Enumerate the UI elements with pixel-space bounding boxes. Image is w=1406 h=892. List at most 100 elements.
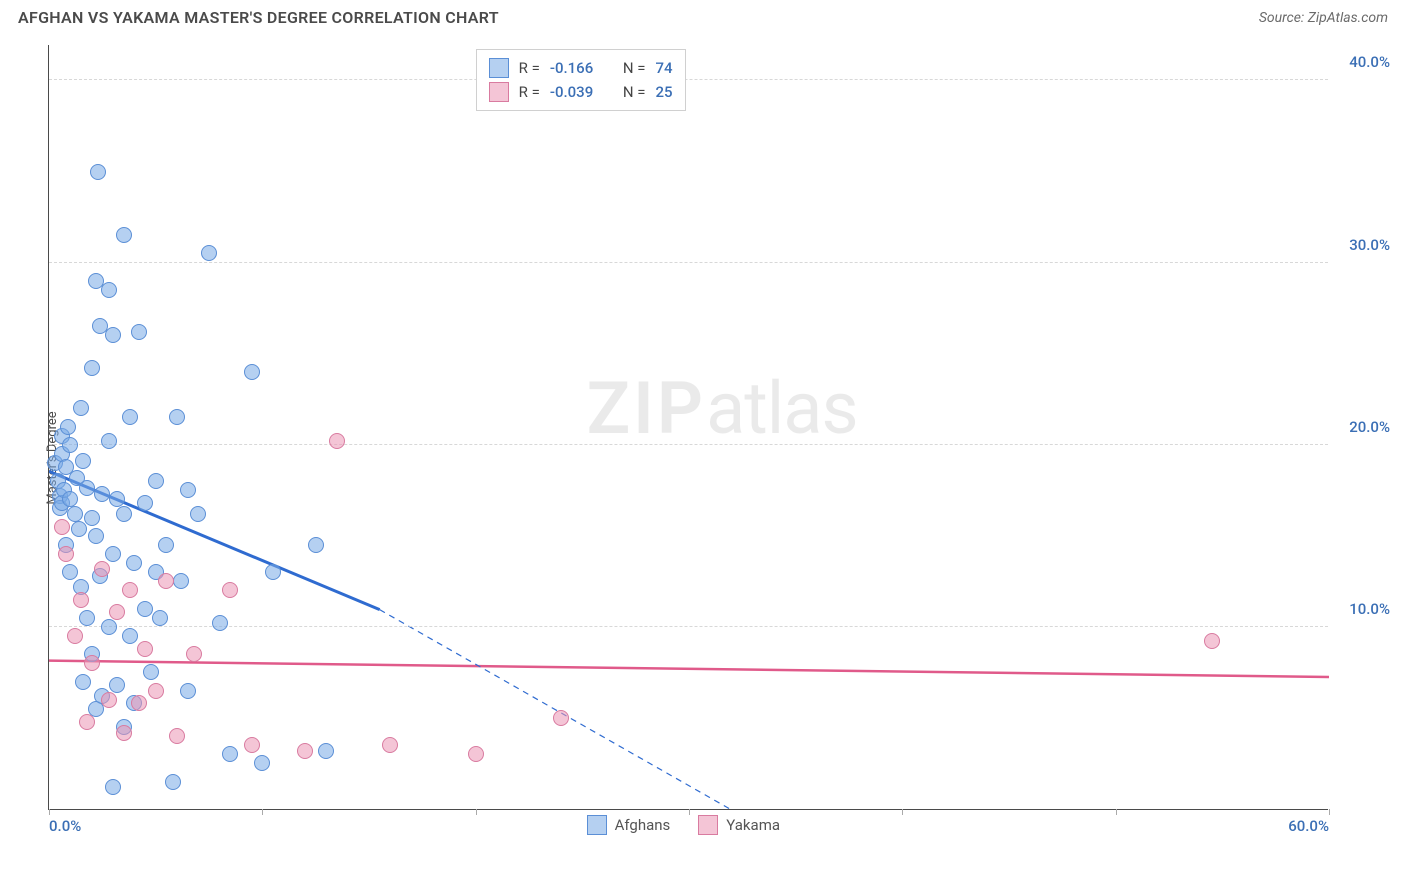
chart-header: AFGHAN VS YAKAMA MASTER'S DEGREE CORRELA… (0, 0, 1406, 33)
gridline (49, 444, 1328, 445)
x-tick-label: 0.0% (49, 817, 81, 835)
y-tick-label: 30.0% (1349, 236, 1390, 254)
data-point (190, 506, 206, 522)
chart-area: Master's Degree 10.0%20.0%30.0%40.0%0.0%… (0, 33, 1406, 883)
data-point (265, 564, 281, 580)
data-point (382, 737, 398, 753)
data-point (54, 519, 70, 535)
data-point (90, 164, 106, 180)
data-point (79, 610, 95, 626)
y-tick-label: 20.0% (1349, 418, 1390, 436)
data-point (137, 601, 153, 617)
legend-swatch (587, 815, 607, 835)
data-point (122, 409, 138, 425)
data-point (116, 506, 132, 522)
data-point (137, 495, 153, 511)
data-point (165, 774, 181, 790)
x-tick-label: 60.0% (1288, 817, 1329, 835)
r-value: -0.039 (550, 83, 605, 101)
x-tick (49, 809, 50, 815)
n-value: 25 (656, 83, 673, 101)
x-tick (1329, 809, 1330, 815)
data-point (94, 486, 110, 502)
n-label: N = (623, 59, 646, 77)
data-point (75, 674, 91, 690)
legend-swatch (489, 82, 509, 102)
data-point (88, 528, 104, 544)
n-value: 74 (656, 59, 673, 77)
data-point (84, 360, 100, 376)
data-point (109, 677, 125, 693)
data-point (109, 604, 125, 620)
legend-series-label: Afghans (615, 816, 671, 834)
trend-lines (49, 45, 1329, 810)
legend-series-item: Yakama (698, 815, 780, 835)
data-point (222, 746, 238, 762)
data-point (169, 409, 185, 425)
data-point (62, 437, 78, 453)
data-point (62, 564, 78, 580)
plot-region: 10.0%20.0%30.0%40.0%0.0%60.0%ZIPatlasR =… (48, 45, 1328, 810)
data-point (1204, 633, 1220, 649)
data-point (105, 327, 121, 343)
data-point (62, 491, 78, 507)
gridline (49, 79, 1328, 80)
data-point (468, 746, 484, 762)
legend-stats-row: R =-0.166N =74 (489, 56, 673, 80)
gridline (49, 262, 1328, 263)
legend-stats-row: R =-0.039N =25 (489, 80, 673, 104)
data-point (94, 561, 110, 577)
y-tick-label: 40.0% (1349, 53, 1390, 71)
watermark: ZIPatlas (587, 366, 858, 451)
x-tick (476, 809, 477, 815)
data-point (101, 433, 117, 449)
data-point (143, 664, 159, 680)
data-point (58, 546, 74, 562)
legend-series-label: Yakama (726, 816, 780, 834)
data-point (67, 506, 83, 522)
data-point (180, 482, 196, 498)
data-point (180, 683, 196, 699)
data-point (553, 710, 569, 726)
data-point (105, 779, 121, 795)
data-point (105, 546, 121, 562)
r-value: -0.166 (550, 59, 605, 77)
trend-line (49, 661, 1329, 677)
data-point (84, 510, 100, 526)
legend-stats: R =-0.166N =74R =-0.039N =25 (476, 49, 686, 111)
data-point (169, 728, 185, 744)
data-point (79, 714, 95, 730)
data-point (116, 725, 132, 741)
data-point (60, 419, 76, 435)
data-point (329, 433, 345, 449)
data-point (222, 582, 238, 598)
data-point (158, 537, 174, 553)
data-point (101, 692, 117, 708)
chart-source: Source: ZipAtlas.com (1259, 10, 1388, 26)
x-tick (902, 809, 903, 815)
y-tick-label: 10.0% (1349, 600, 1390, 618)
data-point (131, 695, 147, 711)
data-point (186, 646, 202, 662)
data-point (244, 737, 260, 753)
legend-swatch (489, 58, 509, 78)
data-point (79, 480, 95, 496)
legend-series-item: Afghans (587, 815, 671, 835)
data-point (122, 628, 138, 644)
data-point (84, 655, 100, 671)
legend-series: Afghans Yakama (587, 815, 780, 835)
data-point (126, 555, 142, 571)
chart-title: AFGHAN VS YAKAMA MASTER'S DEGREE CORRELA… (18, 8, 499, 27)
data-point (308, 537, 324, 553)
trend-line-dashed (380, 610, 732, 810)
data-point (101, 282, 117, 298)
x-tick (1116, 809, 1117, 815)
data-point (137, 641, 153, 657)
data-point (318, 743, 334, 759)
gridline (49, 626, 1328, 627)
data-point (131, 324, 147, 340)
data-point (152, 610, 168, 626)
legend-swatch (698, 815, 718, 835)
n-label: N = (623, 83, 646, 101)
data-point (158, 573, 174, 589)
